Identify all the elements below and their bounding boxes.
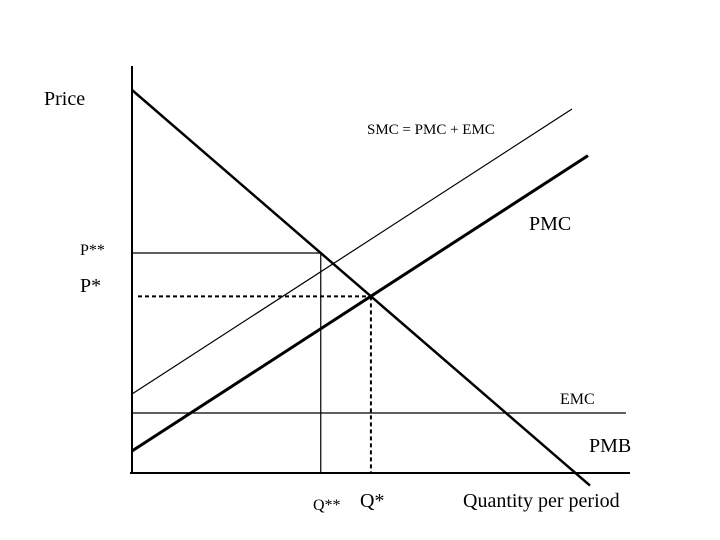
series-label-smc: SMC = PMC + EMC (367, 122, 495, 138)
series-label-pmb: PMB (589, 435, 631, 457)
price-label-p-star: P* (80, 275, 101, 297)
series-label-pmc: PMC (529, 213, 571, 235)
series-label-emc: EMC (560, 391, 595, 408)
series-line-pmb (131, 89, 591, 487)
price-label-p-double-star: P** (80, 242, 105, 259)
y-axis-label: Price (44, 88, 85, 110)
quantity-label-q-star: Q* (360, 490, 384, 512)
series-line-smc (131, 108, 573, 395)
quantity-label-q-double-star: Q** (313, 497, 341, 514)
x-axis-label: Quantity per period (463, 490, 620, 512)
series-line-pmc (131, 154, 589, 453)
